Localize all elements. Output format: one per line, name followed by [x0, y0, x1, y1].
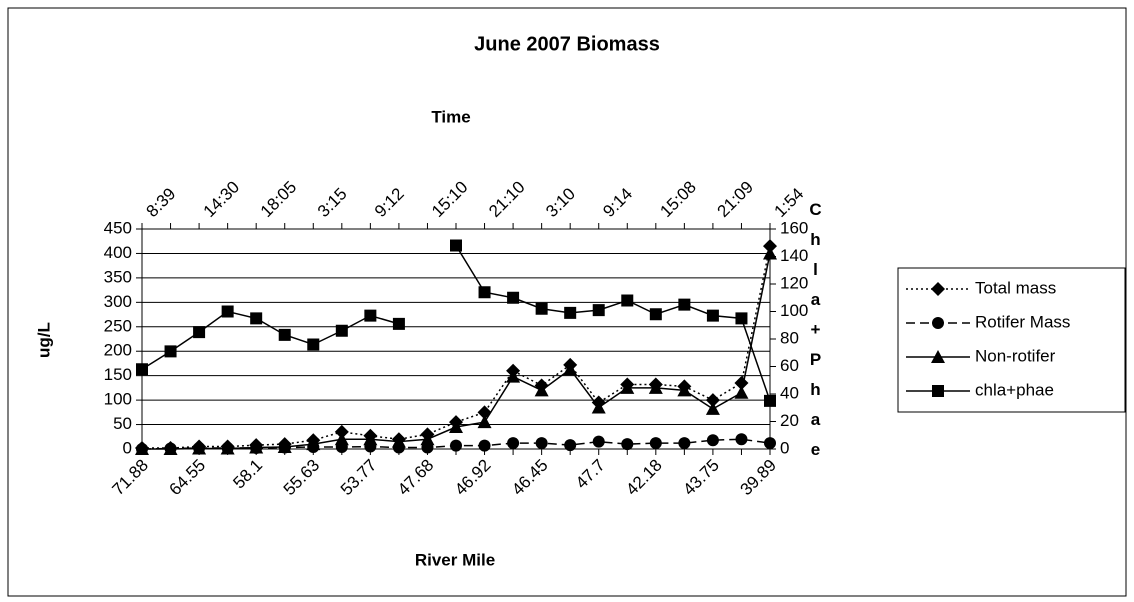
data-point: [563, 362, 578, 376]
data-point: [534, 383, 549, 397]
data-point: [163, 442, 178, 455]
y2-tick-label: 60: [780, 356, 799, 375]
legend-marker: [931, 282, 945, 296]
data-point: [678, 437, 691, 450]
data-point: [678, 298, 691, 311]
data-point: [535, 302, 548, 315]
y-tick-label: 50: [113, 414, 132, 433]
y-tick-label: 100: [104, 390, 132, 409]
chart-title: June 2007 Biomass: [474, 33, 660, 55]
data-point: [249, 440, 264, 454]
data-point: [392, 317, 405, 330]
data-point: [363, 432, 378, 446]
data-point: [592, 435, 605, 448]
y2-tick-label: 160: [780, 218, 808, 237]
data-point: [449, 420, 463, 433]
y-tick-label: 200: [104, 341, 132, 360]
data-point: [135, 442, 149, 455]
data-point: [192, 441, 207, 455]
data-point: [648, 380, 663, 394]
y-axis-title: ug/L: [34, 322, 53, 358]
data-point: [335, 324, 348, 337]
data-point: [478, 439, 491, 452]
data-point: [734, 376, 749, 390]
y2-tick-label: 80: [780, 328, 799, 347]
data-point: [764, 394, 776, 407]
y-tick-label: 150: [104, 365, 132, 384]
data-point: [705, 393, 720, 408]
y-tick-label: 400: [104, 243, 132, 262]
data-point: [307, 338, 320, 351]
y2-tick-label: 120: [780, 273, 808, 292]
y2-tick-label: 20: [780, 411, 799, 430]
data-point: [450, 439, 462, 452]
y2-axis-title: Chla+Phae: [806, 200, 825, 470]
data-point: [506, 369, 521, 383]
data-point: [620, 380, 635, 394]
data-point: [477, 415, 492, 429]
data-point: [334, 424, 349, 439]
legend-marker: [931, 350, 945, 363]
data-point: [507, 437, 520, 450]
data-point: [306, 437, 321, 451]
data-point: [220, 441, 235, 455]
data-point: [277, 440, 292, 454]
data-point: [706, 434, 719, 447]
y2-tick-label: 40: [780, 383, 799, 402]
data-point: [334, 432, 349, 446]
data-point: [706, 309, 719, 322]
y-tick-label: 300: [104, 292, 132, 311]
x2-axis-title: Time: [431, 107, 470, 126]
data-point: [391, 434, 406, 448]
y-tick-label: 250: [104, 316, 132, 335]
y2-tick-label: 140: [780, 246, 808, 265]
x-axis-title: River Mile: [415, 550, 495, 569]
legend-label: Rotifer Mass: [975, 312, 1070, 331]
y2-tick-label: 100: [780, 301, 808, 320]
legend-label: Total mass: [975, 278, 1056, 297]
data-point: [734, 385, 749, 399]
data-point: [621, 438, 634, 451]
y-tick-label: 0: [123, 438, 132, 457]
data-point: [478, 286, 491, 299]
data-point: [649, 308, 662, 321]
data-point: [677, 383, 692, 397]
data-point: [592, 304, 605, 317]
data-point: [364, 309, 377, 322]
y2-tick-label: 0: [780, 438, 789, 457]
data-point: [450, 239, 462, 252]
data-point: [193, 326, 206, 339]
data-point: [764, 437, 776, 450]
legend-marker: [932, 385, 944, 397]
data-point: [136, 363, 148, 376]
data-point: [507, 291, 520, 304]
data-point: [221, 305, 234, 318]
data-point: [250, 312, 263, 325]
data-point: [705, 401, 720, 415]
legend-label: chla+phae: [975, 380, 1054, 399]
data-point: [278, 328, 291, 341]
y-tick-label: 450: [104, 218, 132, 237]
series-line: [141, 310, 400, 370]
data-point: [564, 439, 577, 452]
data-point: [591, 400, 606, 414]
data-point: [763, 246, 777, 260]
legend-label: Non-rotifer: [975, 346, 1056, 365]
data-point: [621, 294, 634, 307]
data-point: [735, 433, 748, 446]
data-point: [649, 437, 662, 450]
y-tick-label: 350: [104, 267, 132, 286]
data-point: [735, 312, 748, 325]
legend-marker: [932, 317, 944, 329]
data-point: [535, 437, 548, 450]
data-point: [564, 306, 577, 319]
data-point: [763, 239, 777, 254]
data-point: [164, 345, 177, 358]
series-line: [142, 245, 771, 449]
data-point: [420, 432, 435, 446]
